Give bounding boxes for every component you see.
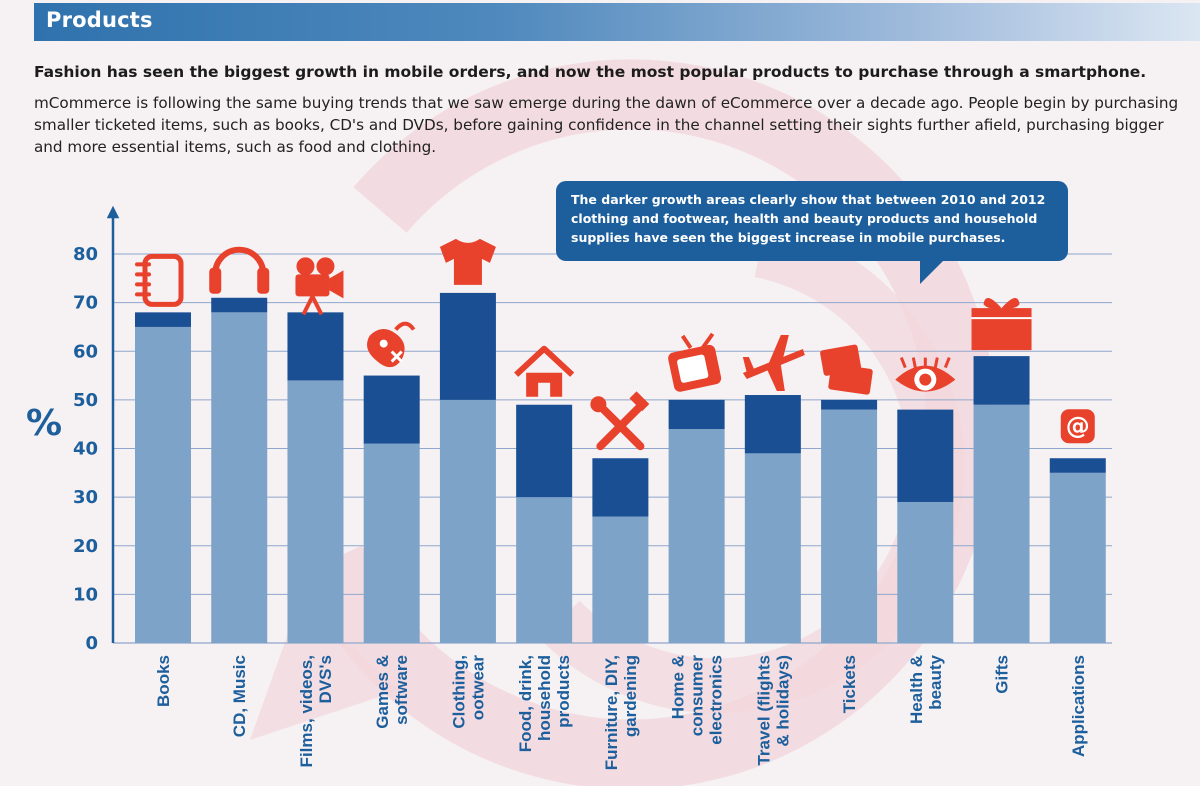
bar-2010 xyxy=(744,453,801,643)
svg-text:@: @ xyxy=(1066,412,1090,440)
headline: Fashion has seen the biggest growth in m… xyxy=(34,63,1147,81)
bar-2010 xyxy=(439,399,496,643)
x-tick-label-line: DVS's xyxy=(316,655,335,703)
house-icon xyxy=(514,345,575,397)
callout-tail xyxy=(920,258,946,284)
x-tick-label: Clothing,ootwear xyxy=(449,655,487,729)
x-tick-label-line: ootwear xyxy=(468,655,487,721)
bar-2010 xyxy=(973,404,1030,643)
x-tick-label-line: electronics xyxy=(707,655,726,745)
bar-2010 xyxy=(668,429,725,643)
y-tick-label: 10 xyxy=(73,584,98,605)
bar-growth xyxy=(1049,458,1106,473)
x-tick-label: Applications xyxy=(1069,655,1088,757)
x-tick-label-line: & holidays) xyxy=(773,655,792,747)
x-tick-label-line: Applications xyxy=(1069,655,1088,757)
x-tick-label-line: Films, videos, xyxy=(297,655,316,767)
tv-icon xyxy=(668,332,722,392)
movie-camera-icon xyxy=(295,257,344,316)
tools-icon xyxy=(590,391,650,451)
intro-paragraph: mCommerce is following the same buying t… xyxy=(34,94,1179,156)
x-tick-label-line: gardening xyxy=(621,655,640,737)
y-tick-label: 60 xyxy=(73,341,98,362)
y-tick-label: 0 xyxy=(85,633,98,654)
bar-2010 xyxy=(363,443,420,643)
notebook-icon xyxy=(135,253,184,307)
x-tick-label: Films, videos,DVS's xyxy=(297,655,335,767)
y-tick-label: 50 xyxy=(73,390,98,411)
section-title: Products xyxy=(46,8,153,32)
bar-2010 xyxy=(287,380,344,643)
bar-growth xyxy=(363,375,420,444)
gift-icon xyxy=(971,297,1032,351)
x-tick-label-line: Home & xyxy=(669,655,688,719)
callout-bubble: The darker growth areas clearly show tha… xyxy=(556,181,1068,261)
section-header-bar: Products xyxy=(34,3,1200,41)
bar-growth xyxy=(135,312,191,327)
airplane-icon xyxy=(742,335,805,392)
bar-growth xyxy=(744,395,801,454)
x-tick-label-line: beauty xyxy=(926,654,945,709)
x-tick-label-line: Furniture, DIY, xyxy=(602,655,621,770)
x-tick-label: Health &beauty xyxy=(907,654,945,724)
bar-2010 xyxy=(897,501,954,643)
x-tick-label: Travel (flights& holidays) xyxy=(754,655,792,766)
bar-2010 xyxy=(1049,472,1106,643)
eye-icon xyxy=(895,357,956,392)
y-tick-label: 70 xyxy=(73,293,98,314)
x-tick-label-line: Clothing, xyxy=(449,655,468,729)
x-tick-label-line: Travel (flights xyxy=(754,655,773,766)
bar-growth xyxy=(211,297,268,313)
bar-growth xyxy=(973,356,1030,405)
x-tick-label-line: Games & xyxy=(373,655,392,729)
x-tick-label: Home &consumerelectronics xyxy=(669,655,726,745)
x-tick-label-line: Gifts xyxy=(993,655,1012,694)
tickets-icon xyxy=(820,344,873,395)
bar-growth xyxy=(439,292,496,400)
bar-growth xyxy=(668,399,725,430)
bar-2010 xyxy=(516,497,573,643)
y-tick-label: 80 xyxy=(73,244,98,265)
headphones-icon xyxy=(209,246,270,294)
x-tick-label-line: Books xyxy=(154,655,173,707)
x-tick-label: Games &software xyxy=(373,655,411,729)
x-tick-label-line: CD, Music xyxy=(230,655,249,737)
callout-text: The darker growth areas clearly show tha… xyxy=(571,192,1046,245)
x-tick-label: Tickets xyxy=(840,655,859,713)
x-tick-label-line: Health & xyxy=(907,655,926,724)
bar-2010 xyxy=(821,409,878,643)
y-axis-label: % xyxy=(26,403,63,444)
bar-2010 xyxy=(211,312,268,643)
x-tick-label: Food, drink,householdproducts xyxy=(516,655,573,752)
x-tick-label-line: products xyxy=(554,655,573,728)
x-tick-label-line: software xyxy=(392,655,411,725)
y-tick-label: 20 xyxy=(73,536,98,557)
tshirt-icon xyxy=(439,238,496,285)
bar-growth xyxy=(287,312,344,381)
x-tick-label-line: Food, drink, xyxy=(516,655,535,752)
x-tick-label: CD, Music xyxy=(230,655,249,737)
x-tick-label-line: consumer xyxy=(688,655,707,737)
bar-growth xyxy=(821,399,878,410)
gamepad-icon xyxy=(367,321,416,368)
x-tick-label: Furniture, DIY,gardening xyxy=(602,655,640,770)
bar-2010 xyxy=(592,516,649,643)
x-tick-label: Gifts xyxy=(993,655,1012,694)
x-tick-label: Books xyxy=(154,655,173,707)
bar-2010 xyxy=(135,326,191,643)
x-tick-label-line: household xyxy=(535,655,554,741)
y-tick-label: 40 xyxy=(73,439,98,460)
bar-growth xyxy=(516,404,573,498)
x-tick-label-line: Tickets xyxy=(840,655,859,713)
y-tick-label: 30 xyxy=(73,487,98,508)
bar-growth xyxy=(592,458,649,517)
bar-growth xyxy=(897,409,954,502)
at-sign-icon: @ xyxy=(1060,409,1095,444)
